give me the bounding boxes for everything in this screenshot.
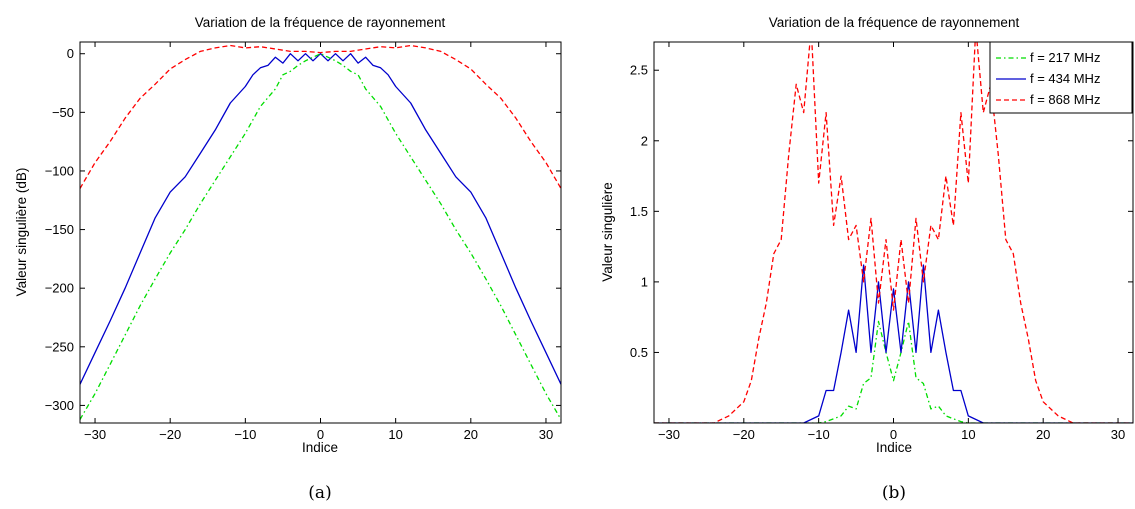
chart-a-xtick-label: 10 bbox=[388, 427, 402, 442]
chart-a-series-line-1 bbox=[80, 53, 561, 385]
chart-b-yticks: 0.5 1 1.5 2 2.5 bbox=[630, 63, 1133, 360]
chart-b-series-line-1 bbox=[654, 264, 1133, 423]
chart-a-ylabel: Valeur singulière (dB) bbox=[14, 168, 29, 297]
chart-b-ytick-label: 1.5 bbox=[630, 204, 648, 219]
chart-b-legend: f = 217 MHz f = 434 MHz f = 868 MHz bbox=[989, 41, 1133, 114]
chart-b-ytick-label: 2 bbox=[641, 133, 648, 148]
chart-b-ytick-label: 1 bbox=[641, 274, 648, 289]
legend-label-217: f = 217 MHz bbox=[1030, 50, 1100, 65]
chart-a-title: Variation de la fréquence de rayonnement bbox=[195, 15, 446, 30]
chart-a-plot-frame bbox=[79, 41, 562, 424]
chart-b-title: Variation de la fréquence de rayonnement bbox=[769, 15, 1020, 30]
chart-b-caption: (b) bbox=[882, 483, 906, 503]
chart-a-series-layer bbox=[80, 44, 561, 420]
chart-a-series-line-0 bbox=[80, 44, 561, 189]
chart-a-series-line-2 bbox=[80, 53, 561, 420]
chart-b-xtick-label: −30 bbox=[658, 427, 680, 442]
chart-a-ytick-label: −50 bbox=[52, 105, 74, 120]
chart-b-xlabel: Indice bbox=[876, 440, 912, 455]
chart-b-series-layer bbox=[654, 42, 1133, 423]
chart-a-xtick-label: 20 bbox=[464, 427, 478, 442]
chart-a-caption: (a) bbox=[308, 483, 331, 503]
chart-b-xtick-label: 0 bbox=[890, 427, 897, 442]
chart-a-ytick-label: −100 bbox=[45, 163, 74, 178]
legend-label-434: f = 434 MHz bbox=[1030, 71, 1100, 86]
chart-a-ytick-label: −300 bbox=[45, 398, 74, 413]
chart-b: Variation de la fréquence de rayonnement… bbox=[600, 15, 1134, 503]
chart-a: Variation de la fréquence de rayonnement… bbox=[14, 15, 562, 503]
chart-a-xtick-label: 0 bbox=[317, 427, 324, 442]
chart-a-ytick-label: −200 bbox=[45, 281, 74, 296]
chart-b-xtick-label: 10 bbox=[961, 427, 975, 442]
legend-label-868: f = 868 MHz bbox=[1030, 92, 1100, 107]
chart-b-legend-box bbox=[989, 41, 1133, 114]
chart-a-xtick-label: −30 bbox=[84, 427, 106, 442]
chart-a-xtick-label: 30 bbox=[539, 427, 553, 442]
chart-a-yticks: 0 −50 −100 −150 −200 −250 −300 bbox=[45, 46, 561, 413]
chart-a-ytick-label: 0 bbox=[67, 46, 74, 61]
chart-a-xtick-label: −10 bbox=[234, 427, 256, 442]
chart-a-ytick-label: −250 bbox=[45, 339, 74, 354]
chart-a-xticks: −30 −20 −10 0 10 20 30 bbox=[84, 42, 553, 442]
chart-b-xtick-label: 30 bbox=[1111, 427, 1125, 442]
chart-a-ytick-label: −150 bbox=[45, 222, 74, 237]
chart-b-series-line-2 bbox=[654, 42, 1133, 423]
chart-b-series-line-0 bbox=[654, 320, 1133, 423]
chart-b-xtick-label: −10 bbox=[808, 427, 830, 442]
chart-b-xtick-label: −20 bbox=[733, 427, 755, 442]
chart-b-xticks: −30 −20 −10 0 10 20 30 bbox=[658, 42, 1125, 442]
chart-a-xtick-label: −20 bbox=[159, 427, 181, 442]
chart-a-xlabel: Indice bbox=[302, 440, 338, 455]
chart-b-ytick-label: 0.5 bbox=[630, 345, 648, 360]
chart-b-ylabel: Valeur singulière bbox=[600, 182, 615, 282]
chart-b-xtick-label: 20 bbox=[1036, 427, 1050, 442]
chart-b-ytick-label: 2.5 bbox=[630, 63, 648, 78]
